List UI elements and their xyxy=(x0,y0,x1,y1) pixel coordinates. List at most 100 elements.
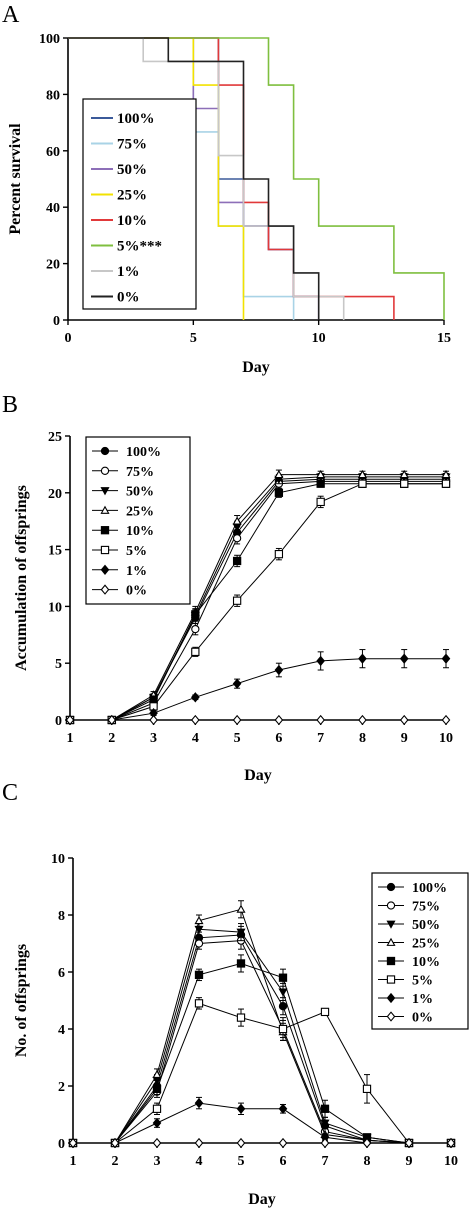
x-tick-label: 5 xyxy=(234,731,241,746)
legend-marker-1 xyxy=(100,564,110,575)
data-point xyxy=(152,1117,162,1129)
legend-box xyxy=(85,436,191,605)
legend-marker-1 xyxy=(386,992,396,1004)
legend-label: 5%*** xyxy=(117,239,162,255)
series-line xyxy=(70,483,446,721)
data-point xyxy=(191,647,200,656)
series-line xyxy=(70,476,446,721)
legend-label: 50% xyxy=(412,918,440,933)
data-point xyxy=(441,653,451,664)
legend-marker-25 xyxy=(386,937,396,946)
data-point xyxy=(316,497,325,507)
data-point xyxy=(232,678,242,689)
y-tick-label: 0 xyxy=(58,1137,65,1152)
x-tick-label: 9 xyxy=(406,1154,413,1169)
legend-marker-5 xyxy=(100,545,110,555)
data-point xyxy=(232,714,242,726)
x-tick-label: 6 xyxy=(280,1154,287,1169)
x-tick-label: 10 xyxy=(444,1154,458,1169)
x-tick-label: 3 xyxy=(154,1154,161,1169)
y-tick-label: 25 xyxy=(48,430,62,445)
data-point xyxy=(278,1103,288,1114)
data-point xyxy=(274,469,284,479)
data-point xyxy=(316,479,325,488)
legend-marker-0 xyxy=(100,584,110,595)
legend-label: 1% xyxy=(117,264,140,280)
legend-box xyxy=(371,872,469,1030)
x-tick-label: 10 xyxy=(439,731,453,746)
data-point xyxy=(316,714,325,726)
data-point xyxy=(152,1104,162,1113)
data-point xyxy=(194,939,204,948)
series-0 xyxy=(65,714,451,726)
series-line xyxy=(70,480,446,721)
data-point xyxy=(65,714,75,726)
data-point xyxy=(274,664,284,676)
series-line xyxy=(70,658,446,721)
panel-letter-c: C xyxy=(2,780,18,806)
survival-line-0 xyxy=(68,37,320,320)
x-tick-label: 8 xyxy=(364,1154,371,1169)
data-point xyxy=(194,915,204,925)
data-point xyxy=(149,714,158,726)
legend-label: 50% xyxy=(117,162,147,178)
x-tick-label: 2 xyxy=(108,731,115,746)
data-point xyxy=(152,1069,162,1079)
series-line xyxy=(70,474,446,721)
data-point xyxy=(278,1024,288,1034)
y-tick-label: 20 xyxy=(48,487,62,502)
data-point xyxy=(441,714,451,726)
y-tick-label: 100 xyxy=(39,32,60,47)
x-tick-label: 8 xyxy=(359,731,366,746)
y-tick-label: 0 xyxy=(53,314,60,329)
x-tick-label: 2 xyxy=(112,1154,119,1169)
data-point xyxy=(194,999,204,1008)
survival-line-5 xyxy=(68,37,445,320)
data-point xyxy=(149,695,158,704)
y-tick-label: 0 xyxy=(55,714,62,729)
y-tick-label: 2 xyxy=(58,1080,65,1095)
legend-label: 100% xyxy=(412,881,447,896)
data-point xyxy=(236,1137,246,1149)
data-point xyxy=(358,653,367,664)
data-point xyxy=(274,488,284,497)
data-point xyxy=(362,1137,372,1149)
x-tick-label: 6 xyxy=(275,731,282,746)
x-tick-label: 5 xyxy=(238,1154,245,1169)
x-axis-title: Day xyxy=(248,1191,276,1208)
legend-label: 75% xyxy=(126,465,154,480)
legend-marker-50 xyxy=(386,920,396,929)
data-point xyxy=(362,1084,372,1093)
legend-label: 25% xyxy=(126,504,154,519)
legend-label: 0% xyxy=(412,1011,433,1026)
survival-chart: 0 20 40 60 80 100 0 5 10 15 Day Percent survival 100… xyxy=(7,32,451,376)
legend-label: 25% xyxy=(117,188,147,204)
x-tick-label: 10 xyxy=(312,331,326,346)
data-point xyxy=(236,1103,246,1114)
data-point xyxy=(399,469,409,479)
data-point xyxy=(232,556,242,566)
legend-label: 75% xyxy=(117,137,147,153)
legend-marker-25 xyxy=(100,505,110,514)
data-point xyxy=(441,469,451,479)
data-point xyxy=(152,1084,162,1093)
y-tick-label: 80 xyxy=(46,88,60,103)
data-point xyxy=(446,1137,456,1149)
y-tick-label: 10 xyxy=(48,600,62,615)
panel-letter-b: B xyxy=(2,392,18,418)
panel-letter-a: A xyxy=(2,2,20,28)
y-tick-label: 4 xyxy=(58,1023,65,1038)
x-tick-label: 4 xyxy=(196,1154,203,1169)
legend-marker-75 xyxy=(386,901,396,910)
y-axis-title: Accumulation of offsprings xyxy=(13,485,30,671)
data-point xyxy=(358,479,367,488)
data-point xyxy=(194,1097,204,1109)
data-point xyxy=(441,479,451,488)
data-point xyxy=(236,959,246,968)
data-point xyxy=(107,714,117,726)
legend-marker-50 xyxy=(100,487,110,496)
data-point xyxy=(68,1137,78,1149)
data-point xyxy=(320,1119,330,1128)
x-tick-label: 7 xyxy=(317,731,324,746)
